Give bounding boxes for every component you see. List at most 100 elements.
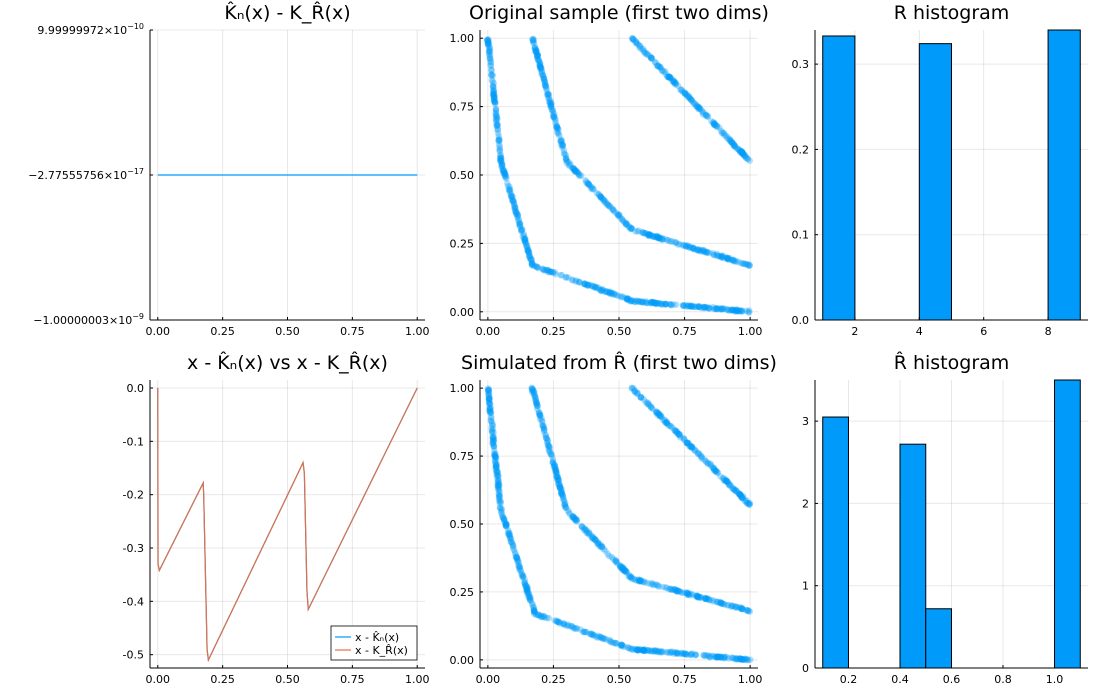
- scatter-point: [528, 385, 536, 392]
- scatter-point: [492, 106, 500, 113]
- scatter-point: [557, 141, 565, 148]
- scatter-point: [622, 219, 630, 227]
- scatter-point: [736, 259, 743, 266]
- scatter-point: [741, 152, 748, 159]
- scatter-point: [714, 653, 721, 661]
- scatter-point: [723, 254, 731, 262]
- scatter-point: [497, 156, 504, 163]
- scatter-point: [507, 192, 515, 200]
- scatter-point: [646, 232, 653, 240]
- scatter-point: [712, 653, 720, 661]
- scatter-point: [485, 39, 493, 47]
- scatter-point: [520, 235, 528, 243]
- scatter-point: [709, 119, 717, 126]
- scatter-point: [637, 394, 644, 401]
- scatter-point: [524, 247, 531, 254]
- scatter-point: [743, 655, 750, 663]
- scatter-point: [731, 308, 739, 315]
- scatter-point: [597, 286, 605, 293]
- scatter-point: [619, 643, 626, 650]
- scatter-point: [684, 590, 691, 597]
- scatter-point: [572, 515, 580, 523]
- scatter-point: [671, 78, 679, 86]
- scatter-point: [680, 435, 687, 442]
- scatter-point: [718, 305, 725, 313]
- scatter-point: [488, 72, 495, 79]
- scatter-point: [506, 186, 513, 194]
- scatter-point: [573, 624, 580, 632]
- scatter-point: [668, 237, 675, 245]
- scatter-point: [521, 576, 528, 583]
- scatter-point: [667, 74, 675, 81]
- scatter-point: [663, 649, 671, 656]
- scatter-point: [738, 148, 745, 156]
- scatter-point: [667, 238, 674, 245]
- scatter-point: [526, 253, 534, 260]
- scatter-point: [623, 220, 631, 228]
- scatter-point: [722, 476, 730, 483]
- scatter-point: [516, 221, 523, 228]
- scatter-point: [525, 590, 533, 598]
- scatter-point: [735, 490, 743, 498]
- scatter-point: [534, 52, 541, 60]
- scatter-point: [539, 265, 546, 273]
- scatter-point: [519, 573, 527, 581]
- scatter-point: [714, 252, 721, 259]
- scatter-point: [526, 594, 533, 602]
- scatter-point: [683, 589, 690, 597]
- scatter-point: [735, 490, 742, 498]
- scatter-point: [590, 535, 597, 542]
- scatter-point: [669, 424, 676, 432]
- scatter-point: [640, 298, 647, 306]
- scatter-point: [491, 451, 498, 458]
- scatter-point: [516, 564, 524, 571]
- scatter-point: [588, 185, 595, 193]
- scatter-point: [742, 497, 749, 505]
- scatter-point: [523, 585, 530, 593]
- scatter-point: [723, 478, 731, 486]
- scatter-point: [704, 459, 712, 467]
- scatter-point: [499, 167, 507, 174]
- scatter-point: [595, 190, 602, 198]
- scatter-point: [720, 475, 727, 482]
- scatter-point: [693, 246, 701, 254]
- scatter-point: [493, 122, 500, 129]
- scatter-point: [491, 94, 498, 101]
- scatter-point: [553, 122, 561, 129]
- y-tick-label: 0.2: [792, 143, 810, 156]
- scatter-point: [659, 67, 666, 74]
- scatter-point: [514, 214, 521, 221]
- scatter-point: [596, 633, 604, 640]
- scatter-point: [695, 594, 702, 601]
- scatter-point: [538, 65, 545, 72]
- scatter-point: [736, 604, 743, 612]
- scatter-point: [589, 282, 596, 290]
- scatter-point: [556, 483, 564, 491]
- scatter-point: [545, 443, 553, 450]
- scatter-point: [490, 88, 498, 96]
- y-tick-label: 0.75: [450, 450, 475, 463]
- scatter-point: [644, 400, 652, 408]
- scatter-point: [532, 394, 539, 401]
- scatter-point: [500, 170, 508, 177]
- scatter-point: [557, 138, 564, 145]
- scatter-point: [653, 409, 660, 416]
- scatter-point: [564, 621, 572, 628]
- scatter-point: [724, 133, 731, 141]
- scatter-point: [523, 243, 531, 250]
- scatter-point: [599, 286, 607, 293]
- scatter-point: [562, 274, 570, 281]
- scatter-point: [490, 79, 498, 87]
- scatter-point: [630, 385, 637, 392]
- scatter-point: [527, 255, 534, 262]
- scatter-point: [686, 244, 693, 251]
- scatter-point: [593, 189, 601, 197]
- scatter-point: [547, 103, 555, 111]
- scatter-point: [596, 542, 603, 550]
- scatter-point: [550, 113, 557, 120]
- scatter-point: [510, 197, 517, 205]
- scatter-point: [688, 303, 696, 310]
- scatter-point: [682, 650, 689, 657]
- scatter-point: [675, 587, 683, 595]
- scatter-point: [546, 98, 553, 106]
